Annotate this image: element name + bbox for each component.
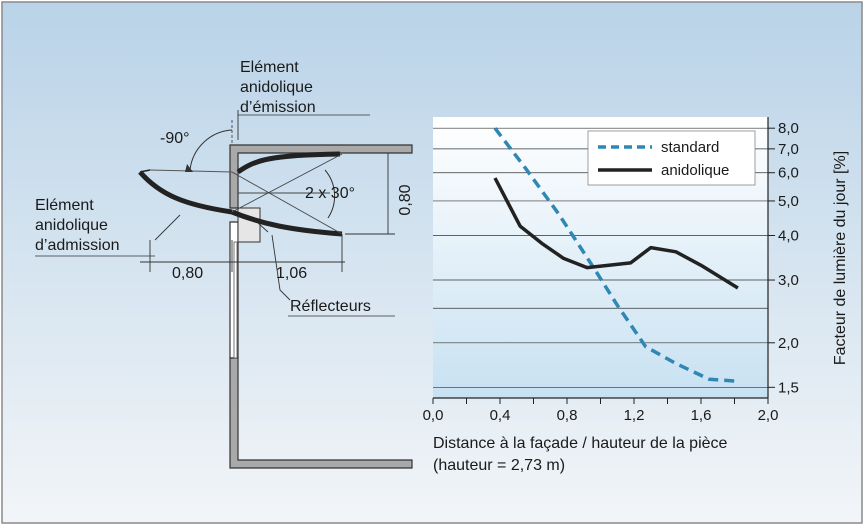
anidolic-section-diagram: Elément anidolique d’émission -90° Eléme… xyxy=(35,59,414,469)
series-line-standard xyxy=(493,127,739,383)
angle-label: -90° xyxy=(160,130,190,147)
opening-angle-arc xyxy=(324,169,336,219)
glazing-strip xyxy=(233,241,238,359)
x-tick-label: 0,8 xyxy=(557,407,578,424)
y-tick-label: 5,0 xyxy=(778,193,799,210)
x-axis-title: Distance à la façade / hauteur de la piè… xyxy=(433,435,728,452)
y-tick-label: 2,0 xyxy=(778,335,799,352)
legend-label-anidolique: anidolique xyxy=(661,162,729,179)
legend-label-standard: standard xyxy=(661,139,719,156)
y-axis-title: Facteur de lumière du jour [%] xyxy=(832,151,849,365)
legend-box xyxy=(587,130,756,186)
emission-label-line2: anidolique xyxy=(240,79,313,96)
width-dimension-left: 0,80 xyxy=(172,265,203,282)
admission-collector-outline xyxy=(139,169,151,173)
y-tick-label: 8,0 xyxy=(778,120,799,137)
x-tick-label: 1,6 xyxy=(691,407,712,424)
admission-label-line2: anidolique xyxy=(35,217,108,234)
admission-label-line3: d’admission xyxy=(35,237,119,254)
height-dimension-label: 0,80 xyxy=(397,184,414,215)
emission-label-line1: Elément xyxy=(240,59,299,76)
x-tick-label: 1,2 xyxy=(624,407,645,424)
height-dimension xyxy=(345,152,395,235)
ray-lines xyxy=(231,153,343,235)
width-dimension-right: 1,06 xyxy=(276,265,307,282)
angle-arc xyxy=(189,129,233,171)
facade-wall xyxy=(229,144,413,209)
x-tick-label: 2,0 xyxy=(758,407,779,424)
opening-angle-label: 2 x 30° xyxy=(305,185,355,202)
daylight-factor-chart: 0,0 0,4 0,8 1,2 1,6 2,0 8,0 7,0 6,0 5,0 4,0 3,0 2,0 1… xyxy=(423,117,849,474)
x-tick-label: 0,0 xyxy=(423,407,444,424)
admission-collector xyxy=(138,170,233,215)
legend: standard anidolique xyxy=(587,130,756,186)
lower-reflector xyxy=(231,209,343,237)
reflectors-label: Réflecteurs xyxy=(290,298,371,315)
admission-label-line1: Elément xyxy=(35,197,94,214)
emission-label-line3: d’émission xyxy=(240,99,316,116)
series-line-anidolique xyxy=(493,177,739,290)
angle-arrow xyxy=(185,164,193,172)
x-tick-label: 0,4 xyxy=(490,407,511,424)
facade-wall-base xyxy=(229,357,413,469)
y-tick-label: 4,0 xyxy=(778,227,799,244)
y-tick-label: 6,0 xyxy=(778,165,799,182)
axis-layer: 0,0 0,4 0,8 1,2 1,6 2,0 8,0 7,0 6,0 5,0 4,0 3,0 2,0 1… xyxy=(423,117,799,424)
y-tick-label: 7,0 xyxy=(778,141,799,158)
y-tick-label: 1,5 xyxy=(778,379,799,396)
x-axis-subtitle: (hauteur = 2,73 m) xyxy=(433,457,565,474)
emission-reflector xyxy=(236,151,341,175)
y-tick-label: 3,0 xyxy=(778,272,799,289)
series-layer xyxy=(493,127,739,383)
